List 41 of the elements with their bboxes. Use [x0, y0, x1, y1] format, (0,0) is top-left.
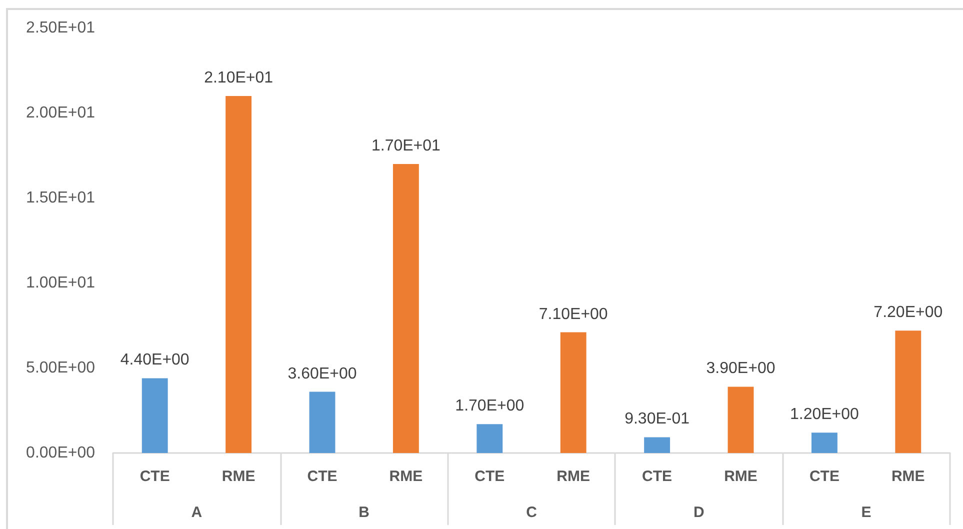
bar — [476, 424, 503, 453]
text: CTE — [809, 468, 840, 485]
data-label: 1.70E+00 — [455, 398, 524, 415]
bar — [728, 386, 754, 453]
data-label: 7.20E+00 — [874, 304, 943, 322]
text: RME — [222, 468, 256, 485]
series-label: CTE — [307, 468, 338, 485]
bar — [309, 392, 336, 453]
y-tick-label: 1.00E+01 — [26, 274, 96, 292]
bar — [392, 164, 419, 453]
bar — [142, 378, 168, 453]
bar — [226, 96, 252, 453]
x-tick-label: A — [191, 504, 202, 521]
bar — [895, 330, 922, 453]
data-label: 4.40E+00 — [120, 352, 190, 369]
x-tick-label: D — [693, 504, 704, 521]
y-tick-label: 1.50E+01 — [26, 190, 96, 206]
y-tick-label: 2.00E+01 — [26, 104, 96, 122]
text: RME — [724, 468, 758, 485]
data-label: 3.90E+00 — [706, 360, 776, 378]
data-label: 7.10E+00 — [538, 306, 608, 323]
text: CTE — [140, 468, 170, 485]
x-tick-label: B — [358, 504, 370, 521]
y-tick-label: 5.00E+00 — [26, 360, 96, 376]
text: CTE — [642, 468, 672, 485]
data-label: 3.60E+00 — [288, 365, 357, 382]
text: RME — [389, 468, 423, 485]
data-label: 9.30E-01 — [624, 410, 690, 428]
data-label: 1.20E+00 — [790, 406, 860, 424]
y-tick-label: 0.00E+00 — [26, 444, 96, 462]
data-label: 1.70E+01 — [371, 138, 441, 154]
data-label: 2.10E+01 — [204, 70, 274, 86]
x-tick-label: E — [861, 504, 872, 521]
y-tick-label: 2.50E+01 — [26, 20, 96, 36]
bar — [644, 437, 670, 453]
bar — [560, 332, 586, 453]
series-label: RME — [556, 468, 590, 485]
bar — [811, 432, 838, 453]
text: RME — [891, 468, 925, 485]
x-tick-label: C — [526, 504, 538, 521]
text: CTE — [474, 468, 505, 485]
